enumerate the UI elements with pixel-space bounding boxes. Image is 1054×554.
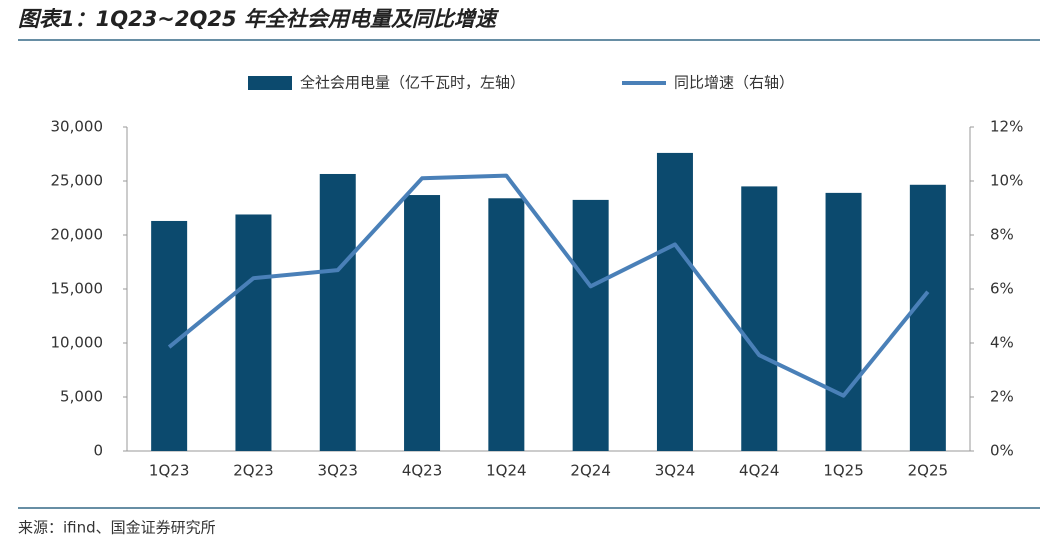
y2-tick-label: 12% xyxy=(990,118,1023,136)
y-tick-label: 15,000 xyxy=(51,280,104,298)
bar xyxy=(488,198,525,451)
y2-tick-label: 8% xyxy=(990,226,1014,244)
y-tick-label: 0 xyxy=(93,442,103,460)
x-tick-label: 2Q25 xyxy=(908,462,948,480)
y2-tick-label: 4% xyxy=(990,334,1014,352)
x-tick-label: 3Q23 xyxy=(318,462,358,480)
x-tick-label: 4Q23 xyxy=(402,462,442,480)
legend-swatch xyxy=(248,76,292,90)
legend-label: 全社会用电量（亿千瓦时，左轴） xyxy=(300,74,525,92)
bar xyxy=(656,152,693,452)
legend-label: 同比增速（右轴） xyxy=(674,74,794,92)
y2-tick-label: 6% xyxy=(990,280,1014,298)
x-tick-label: 1Q23 xyxy=(149,462,189,480)
y-tick-label: 5,000 xyxy=(60,388,103,406)
y-tick-label: 20,000 xyxy=(51,226,104,244)
line xyxy=(167,173,930,398)
y-tick-label: 10,000 xyxy=(51,334,104,352)
x-tick-label: 4Q24 xyxy=(739,462,779,480)
y-tick-label: 30,000 xyxy=(51,118,104,136)
y2-tick-label: 0% xyxy=(990,442,1014,460)
y2-tick-label: 10% xyxy=(990,172,1023,190)
x-tick-label: 1Q25 xyxy=(823,462,863,480)
y2-tick-label: 2% xyxy=(990,388,1014,406)
chart-title: 图表1：1Q23~2Q25 年全社会用电量及同比增速 xyxy=(18,7,500,31)
source: 来源：ifind、国金证券研究所 xyxy=(18,519,216,537)
x-tick-label: 2Q24 xyxy=(570,462,610,480)
bar xyxy=(572,199,609,451)
y-tick-label: 25,000 xyxy=(51,172,104,190)
x-tick-label: 3Q24 xyxy=(655,462,695,480)
bar xyxy=(741,186,778,451)
bar xyxy=(404,195,441,451)
bar xyxy=(825,192,862,451)
bar xyxy=(235,214,272,451)
x-tick-label: 1Q24 xyxy=(486,462,526,480)
bar xyxy=(909,184,946,451)
x-tick-label: 2Q23 xyxy=(233,462,273,480)
bar xyxy=(319,173,356,452)
